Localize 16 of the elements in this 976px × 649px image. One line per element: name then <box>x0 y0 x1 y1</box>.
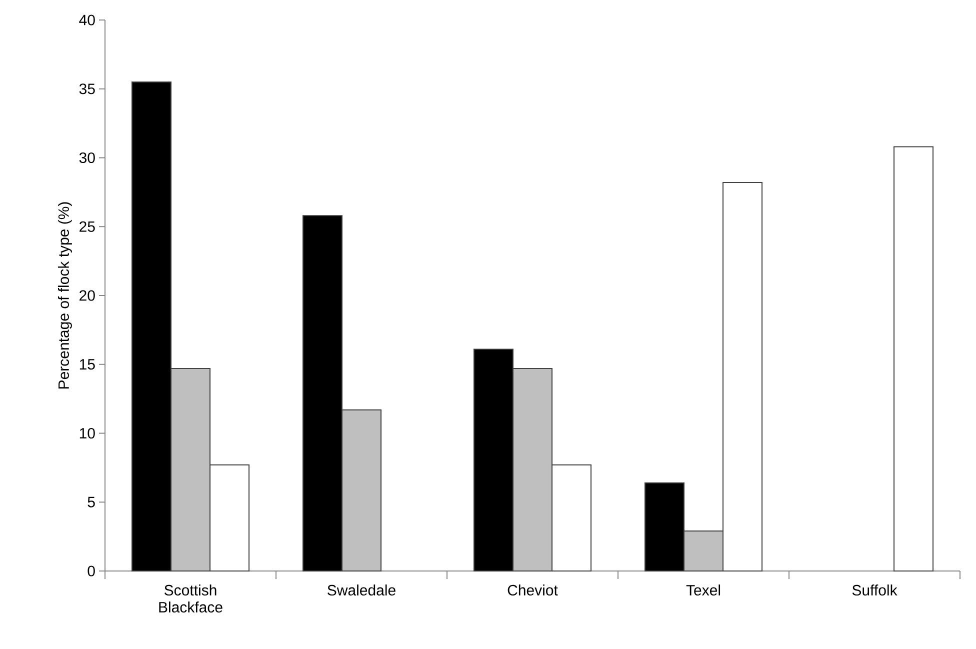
y-tick-label: 10 <box>80 428 95 439</box>
y-tick-label: 20 <box>80 290 95 301</box>
y-tick-label: 40 <box>79 14 95 26</box>
bar <box>894 146 934 572</box>
x-tick-label: Texel <box>686 584 720 596</box>
x-tick-label: Swaledale <box>328 584 396 596</box>
x-tick-label: Cheviot <box>508 584 558 596</box>
y-tick-label: 15 <box>80 359 95 370</box>
y-tick-label: 5 <box>88 496 95 508</box>
x-tick-label: Suffolk <box>852 584 898 596</box>
x-tick-label: Scottish Blackface <box>159 584 222 613</box>
y-tick-label: 25 <box>80 221 95 232</box>
y-tick-label: 35 <box>79 84 95 94</box>
y-tick-label: 0 <box>88 566 95 576</box>
y-tick-label: 30 <box>79 152 95 164</box>
y-axis-title: Percentage of flock type (%) <box>58 202 72 388</box>
